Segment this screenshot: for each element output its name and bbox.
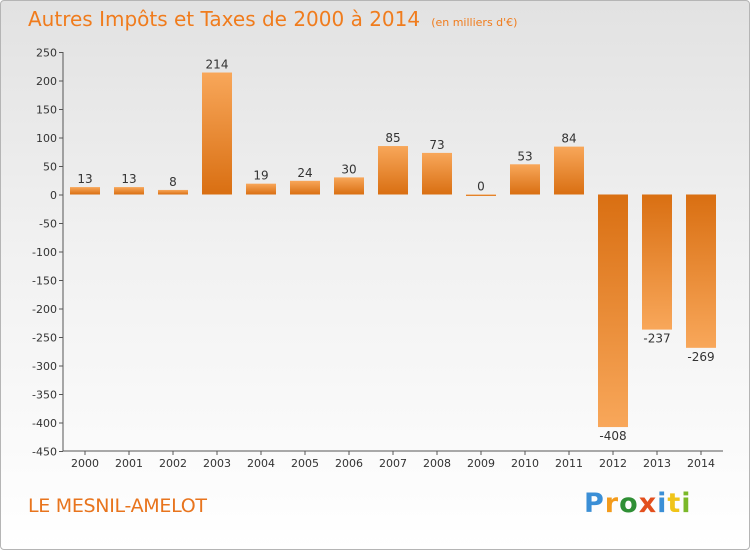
y-tick-label: -200 bbox=[32, 303, 57, 316]
data-label-2007: 85 bbox=[385, 131, 400, 145]
x-tick-label: 2001 bbox=[115, 457, 143, 470]
bar-2012 bbox=[598, 194, 628, 428]
place-name: LE MESNIL-AMELOT bbox=[28, 495, 207, 517]
data-label-2010: 53 bbox=[517, 149, 532, 163]
y-tick-label: 250 bbox=[36, 47, 57, 60]
bar-2006 bbox=[334, 177, 364, 195]
y-tick-label: 200 bbox=[36, 75, 57, 88]
data-label-2009: 0 bbox=[477, 180, 485, 194]
data-label-2000: 13 bbox=[77, 172, 92, 186]
x-tick-label: 2005 bbox=[291, 457, 319, 470]
y-tick-label: -400 bbox=[32, 417, 57, 430]
x-tick-label: 2007 bbox=[379, 457, 407, 470]
x-tick-label: 2014 bbox=[687, 457, 715, 470]
bar-2003 bbox=[202, 72, 232, 195]
data-label-2004: 19 bbox=[253, 169, 268, 183]
bar-2010 bbox=[510, 164, 540, 195]
data-label-2006: 30 bbox=[341, 162, 356, 176]
chart-subtitle: (en milliers d'€) bbox=[431, 16, 518, 29]
proxiti-logo: Proxiti bbox=[584, 488, 692, 519]
x-tick-label: 2011 bbox=[555, 457, 583, 470]
x-tick-label: 2008 bbox=[423, 457, 451, 470]
x-tick-label: 2002 bbox=[159, 457, 187, 470]
chart-title-block: Autres Impôts et Taxes de 2000 à 2014 (e… bbox=[28, 7, 517, 31]
y-tick-label: 50 bbox=[43, 161, 57, 174]
bar-2011 bbox=[554, 146, 584, 195]
data-label-2003: 214 bbox=[206, 58, 229, 72]
y-tick-label: -350 bbox=[32, 389, 57, 402]
y-tick-label: 150 bbox=[36, 104, 57, 117]
y-tick-label: -50 bbox=[39, 218, 57, 231]
data-label-2008: 73 bbox=[429, 138, 444, 152]
y-tick-label: 100 bbox=[36, 132, 57, 145]
y-tick-label: -450 bbox=[32, 446, 57, 459]
x-tick-label: 2000 bbox=[71, 457, 99, 470]
y-tick-label: -100 bbox=[32, 246, 57, 259]
x-tick-label: 2003 bbox=[203, 457, 231, 470]
bar-2009 bbox=[466, 194, 496, 196]
bar-2002 bbox=[158, 189, 188, 195]
bar-2001 bbox=[114, 187, 144, 195]
bar-2005 bbox=[290, 180, 320, 195]
x-tick-label: 2013 bbox=[643, 457, 671, 470]
y-tick-label: -300 bbox=[32, 360, 57, 373]
y-tick-label: 0 bbox=[50, 189, 57, 202]
data-label-2011: 84 bbox=[561, 132, 576, 146]
data-label-2001: 13 bbox=[121, 172, 136, 186]
x-tick-label: 2009 bbox=[467, 457, 495, 470]
data-label-2002: 8 bbox=[169, 175, 177, 189]
bar-2013 bbox=[642, 194, 672, 330]
chart-title: Autres Impôts et Taxes de 2000 à 2014 bbox=[28, 7, 421, 31]
data-label-2012: -408 bbox=[599, 429, 626, 443]
x-tick-label: 2010 bbox=[511, 457, 539, 470]
y-tick-label: -250 bbox=[32, 332, 57, 345]
data-label-2005: 24 bbox=[297, 166, 312, 180]
bar-2007 bbox=[378, 146, 408, 195]
data-label-2014: -269 bbox=[687, 350, 714, 364]
bar-2000 bbox=[70, 187, 100, 195]
y-tick-label: -150 bbox=[32, 275, 57, 288]
x-tick-label: 2006 bbox=[335, 457, 363, 470]
data-label-2013: -237 bbox=[643, 332, 670, 346]
x-tick-label: 2012 bbox=[599, 457, 627, 470]
bar-2014 bbox=[686, 194, 716, 348]
x-tick-label: 2004 bbox=[247, 457, 275, 470]
bar-2004 bbox=[246, 183, 276, 195]
bar-2008 bbox=[422, 152, 452, 195]
